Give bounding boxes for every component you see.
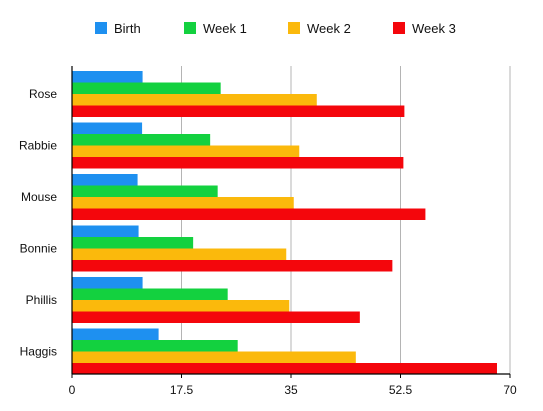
bar-rose-week-1 bbox=[72, 82, 221, 94]
bar-rose-birth bbox=[72, 71, 143, 83]
x-tick-label: 35 bbox=[284, 383, 298, 397]
x-tick-label: 0 bbox=[69, 383, 76, 397]
legend-swatch-birth bbox=[95, 22, 107, 34]
legend-swatch-week-3 bbox=[393, 22, 405, 34]
axes bbox=[71, 66, 511, 378]
bar-bonnie-week-2 bbox=[72, 248, 287, 260]
bar-haggis-week-3 bbox=[72, 363, 497, 375]
legend-swatch-week-1 bbox=[184, 22, 196, 34]
bars bbox=[72, 71, 497, 375]
legend-label: Week 3 bbox=[412, 21, 456, 36]
bar-rose-week-2 bbox=[72, 94, 317, 106]
x-tick-label: 52.5 bbox=[389, 383, 413, 397]
legend-label: Birth bbox=[114, 21, 141, 36]
labels: 0 17.5 35 52.5 70 Rose Rabbie Mouse Bonnie Philli… bbox=[19, 87, 517, 397]
bar-bonnie-birth bbox=[72, 225, 139, 237]
bar-rabbie-week-1 bbox=[72, 134, 211, 146]
category-label: Rabbie bbox=[19, 139, 57, 153]
bar-phillis-week-2 bbox=[72, 300, 290, 312]
bar-rabbie-week-2 bbox=[72, 145, 300, 157]
bar-mouse-birth bbox=[72, 174, 138, 186]
bar-phillis-week-3 bbox=[72, 311, 360, 323]
legend-label: Week 2 bbox=[307, 21, 351, 36]
bar-haggis-week-1 bbox=[72, 340, 238, 352]
x-tick-label: 70 bbox=[503, 383, 517, 397]
bar-haggis-birth bbox=[72, 328, 159, 340]
legend: Birth Week 1 Week 2 Week 3 bbox=[95, 21, 456, 36]
bar-phillis-birth bbox=[72, 277, 143, 289]
bar-mouse-week-3 bbox=[72, 208, 426, 220]
bar-rabbie-birth bbox=[72, 122, 143, 134]
category-label: Rose bbox=[29, 87, 57, 101]
bar-bonnie-week-3 bbox=[72, 260, 393, 272]
category-label: Haggis bbox=[20, 345, 57, 359]
legend-label: Week 1 bbox=[203, 21, 247, 36]
category-label: Mouse bbox=[21, 190, 57, 204]
x-tick-label: 17.5 bbox=[170, 383, 194, 397]
bar-mouse-week-1 bbox=[72, 185, 218, 197]
category-label: Bonnie bbox=[20, 242, 58, 256]
bar-mouse-week-2 bbox=[72, 197, 294, 209]
legend-swatch-week-2 bbox=[288, 22, 300, 34]
bar-rabbie-week-3 bbox=[72, 157, 404, 169]
bar-haggis-week-2 bbox=[72, 351, 356, 363]
category-label: Phillis bbox=[26, 293, 57, 307]
bar-rose-week-3 bbox=[72, 105, 405, 117]
bar-bonnie-week-1 bbox=[72, 237, 194, 249]
bar-phillis-week-1 bbox=[72, 288, 228, 300]
